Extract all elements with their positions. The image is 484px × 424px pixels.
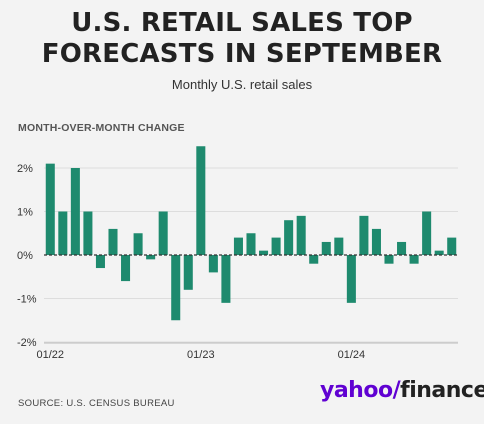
bar: [397, 241, 407, 255]
source-note: SOURCE: U.S. CENSUS BUREAU: [18, 398, 175, 409]
bar: [45, 163, 55, 255]
chart-title-line1: U.S. RETAIL SALES TOP: [71, 8, 413, 38]
bar: [246, 233, 256, 255]
bar: [95, 255, 105, 269]
bar: [309, 255, 319, 264]
bar: [447, 237, 457, 255]
bar: [146, 255, 156, 260]
bar: [221, 255, 231, 303]
bar: [284, 220, 294, 255]
bar: [70, 168, 80, 255]
bar: [58, 211, 68, 255]
y-tick-label: -1%: [17, 294, 37, 306]
chart-title-line2: FORECASTS IN SEPTEMBER: [41, 39, 443, 69]
bar: [208, 255, 218, 273]
bar: [233, 237, 243, 255]
bar: [359, 215, 369, 255]
yahoo-logo-text: yahoo/: [320, 378, 401, 403]
bar: [409, 255, 419, 264]
bar: [321, 241, 331, 255]
bar: [183, 255, 193, 290]
bar: [171, 255, 181, 321]
x-tick-label: 01/24: [338, 349, 366, 361]
yahoo-finance-logo: yahoo/finance: [320, 378, 484, 403]
bar: [108, 228, 118, 255]
chart-subtitle: Monthly U.S. retail sales: [171, 77, 313, 92]
finance-logo-text: finance: [400, 378, 484, 403]
bar: [271, 237, 281, 255]
bar: [334, 237, 344, 255]
bar: [133, 233, 143, 255]
bar: [371, 228, 381, 255]
bar: [384, 255, 394, 264]
y-tick-label: -2%: [17, 337, 37, 349]
x-tick-label: 01/23: [187, 349, 215, 361]
y-tick-label: 1%: [17, 207, 33, 219]
bar: [259, 250, 269, 255]
bar: [434, 250, 444, 255]
y-tick-label: 2%: [17, 163, 33, 175]
bar: [121, 255, 131, 282]
y-axis-label: MONTH-OVER-MONTH CHANGE: [18, 122, 185, 134]
bar: [158, 211, 168, 255]
bar: [296, 215, 306, 255]
bar: [196, 146, 206, 255]
bar: [346, 255, 356, 303]
x-tick-label: 01/22: [37, 349, 65, 361]
chart-title: U.S. RETAIL SALES TOP FORECASTS IN SEPTE…: [0, 8, 484, 70]
bar: [422, 211, 432, 255]
y-tick-label: 0%: [17, 250, 33, 262]
bar: [83, 211, 93, 255]
